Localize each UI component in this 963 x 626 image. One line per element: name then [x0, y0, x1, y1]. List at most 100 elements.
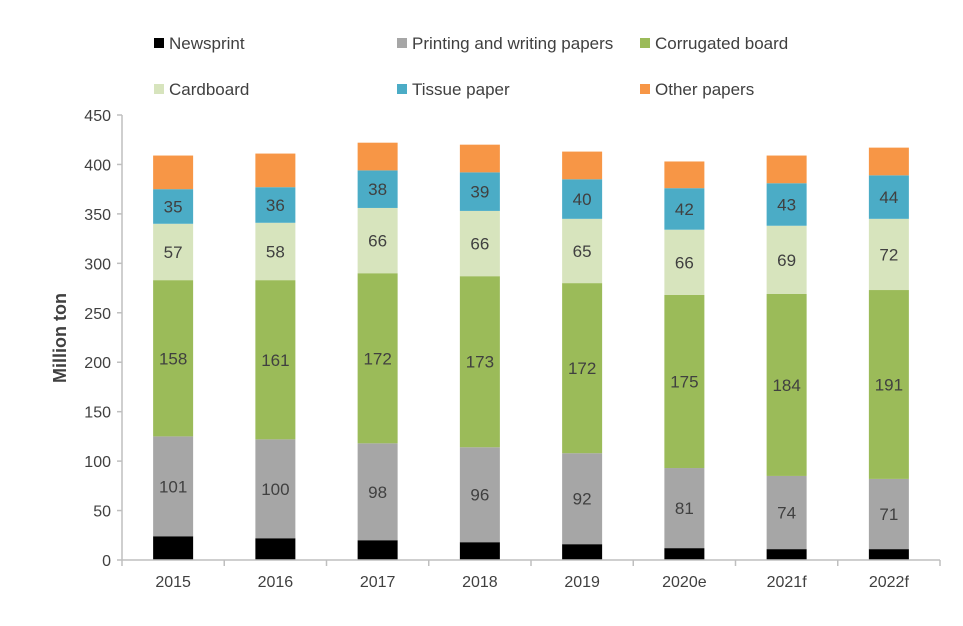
bar-newsprint [562, 544, 603, 560]
bar-cardboard [255, 222, 296, 281]
y-tick-label: 350 [84, 207, 111, 224]
x-tick-label: 2018 [462, 574, 498, 591]
legend: Newsprint Printing and writing papers Corr… [154, 34, 788, 99]
data-label: 66 [368, 232, 387, 251]
y-tick-label: 0 [102, 553, 111, 570]
bar-other-papers [357, 142, 398, 171]
bar-cardboard [562, 218, 603, 284]
y-tick-label: 250 [84, 306, 111, 323]
bar-newsprint [664, 548, 705, 560]
bar-corrugated-board [255, 280, 296, 440]
bar-other-papers [562, 151, 603, 180]
bar-tissue-paper [562, 179, 603, 219]
y-tick-label: 200 [84, 355, 111, 372]
data-label: 74 [777, 504, 796, 523]
bar-printing-and-writing-papers [868, 478, 909, 550]
bar-other-papers [868, 147, 909, 176]
legend-label: Printing and writing papers [412, 34, 613, 53]
data-label: 72 [879, 245, 898, 264]
bar-printing-and-writing-papers [766, 475, 807, 550]
data-label: 172 [568, 359, 596, 378]
data-label: 35 [164, 197, 183, 216]
bar-corrugated-board [153, 280, 194, 437]
legend-label: Corrugated board [655, 34, 788, 53]
data-label: 40 [573, 190, 592, 209]
bar-cardboard [357, 207, 398, 274]
y-axis: 0 50 100 150 200 250 300 350 400 450 [84, 108, 123, 570]
data-label: 42 [675, 200, 694, 219]
bar-cardboard [664, 229, 705, 295]
bar-cardboard [153, 223, 194, 281]
x-tick-label: 2015 [155, 574, 191, 591]
data-label: 39 [470, 183, 489, 202]
x-tick-label: 2019 [564, 574, 600, 591]
bar-tissue-paper [664, 188, 705, 230]
x-tick-label: 2016 [258, 574, 294, 591]
legend-swatch [640, 38, 650, 48]
bar-tissue-paper [868, 175, 909, 219]
bar-corrugated-board [766, 293, 807, 476]
data-label: 71 [879, 505, 898, 524]
y-tick-label: 400 [84, 157, 111, 174]
bar-tissue-paper [766, 183, 807, 226]
bar-corrugated-board [357, 273, 398, 444]
bar-corrugated-board [664, 294, 705, 469]
bar-other-papers [153, 155, 194, 190]
y-tick-label: 150 [84, 405, 111, 422]
bar-cardboard [459, 210, 500, 277]
data-label: 175 [670, 373, 698, 392]
data-label: 66 [675, 253, 694, 272]
bar-printing-and-writing-papers [153, 436, 194, 537]
bar-tissue-paper [153, 189, 194, 224]
y-tick-label: 50 [93, 504, 111, 521]
bar-tissue-paper [459, 172, 500, 211]
bar-corrugated-board [562, 283, 603, 454]
bar-newsprint [868, 549, 909, 560]
data-label: 58 [266, 242, 285, 261]
data-label: 66 [470, 235, 489, 254]
legend-swatch [640, 84, 650, 94]
y-tick-label: 450 [84, 108, 111, 125]
data-label: 81 [675, 499, 694, 518]
bar-newsprint [766, 549, 807, 560]
data-label: 184 [772, 376, 800, 395]
data-label: 38 [368, 180, 387, 199]
bar-newsprint [459, 542, 500, 560]
legend-label: Other papers [655, 80, 754, 99]
bar-newsprint [255, 538, 296, 560]
bar-tissue-paper [255, 187, 296, 223]
data-label: 158 [159, 349, 187, 368]
bar-cardboard [868, 218, 909, 291]
legend-swatch [154, 38, 164, 48]
legend-swatch [154, 84, 164, 94]
data-label: 57 [164, 243, 183, 262]
data-label: 43 [777, 195, 796, 214]
legend-label: Newsprint [169, 34, 245, 53]
data-label: 98 [368, 483, 387, 502]
bar-printing-and-writing-papers [562, 453, 603, 545]
legend-swatch [397, 84, 407, 94]
bar-other-papers [459, 144, 500, 173]
bar-corrugated-board [868, 290, 909, 479]
bar-newsprint [153, 536, 194, 560]
data-label: 36 [266, 196, 285, 215]
bar-printing-and-writing-papers [255, 439, 296, 539]
y-tick-label: 300 [84, 256, 111, 273]
bar-newsprint [357, 540, 398, 560]
bar-corrugated-board [459, 276, 500, 448]
data-label: 161 [261, 351, 289, 370]
data-label: 92 [573, 490, 592, 509]
x-tick-label: 2021f [767, 574, 808, 591]
x-tick-label: 2020e [662, 574, 707, 591]
bar-other-papers [766, 155, 807, 184]
data-label: 191 [875, 375, 903, 394]
y-tick-label: 100 [84, 454, 111, 471]
data-label: 173 [466, 353, 494, 372]
data-label: 69 [777, 251, 796, 270]
bar-printing-and-writing-papers [459, 447, 500, 543]
legend-swatch [397, 38, 407, 48]
legend-label: Cardboard [169, 80, 249, 99]
data-label: 65 [573, 242, 592, 261]
x-axis: 2015 2016 2017 2018 2019 2020e 2021f 2022f [121, 559, 941, 591]
